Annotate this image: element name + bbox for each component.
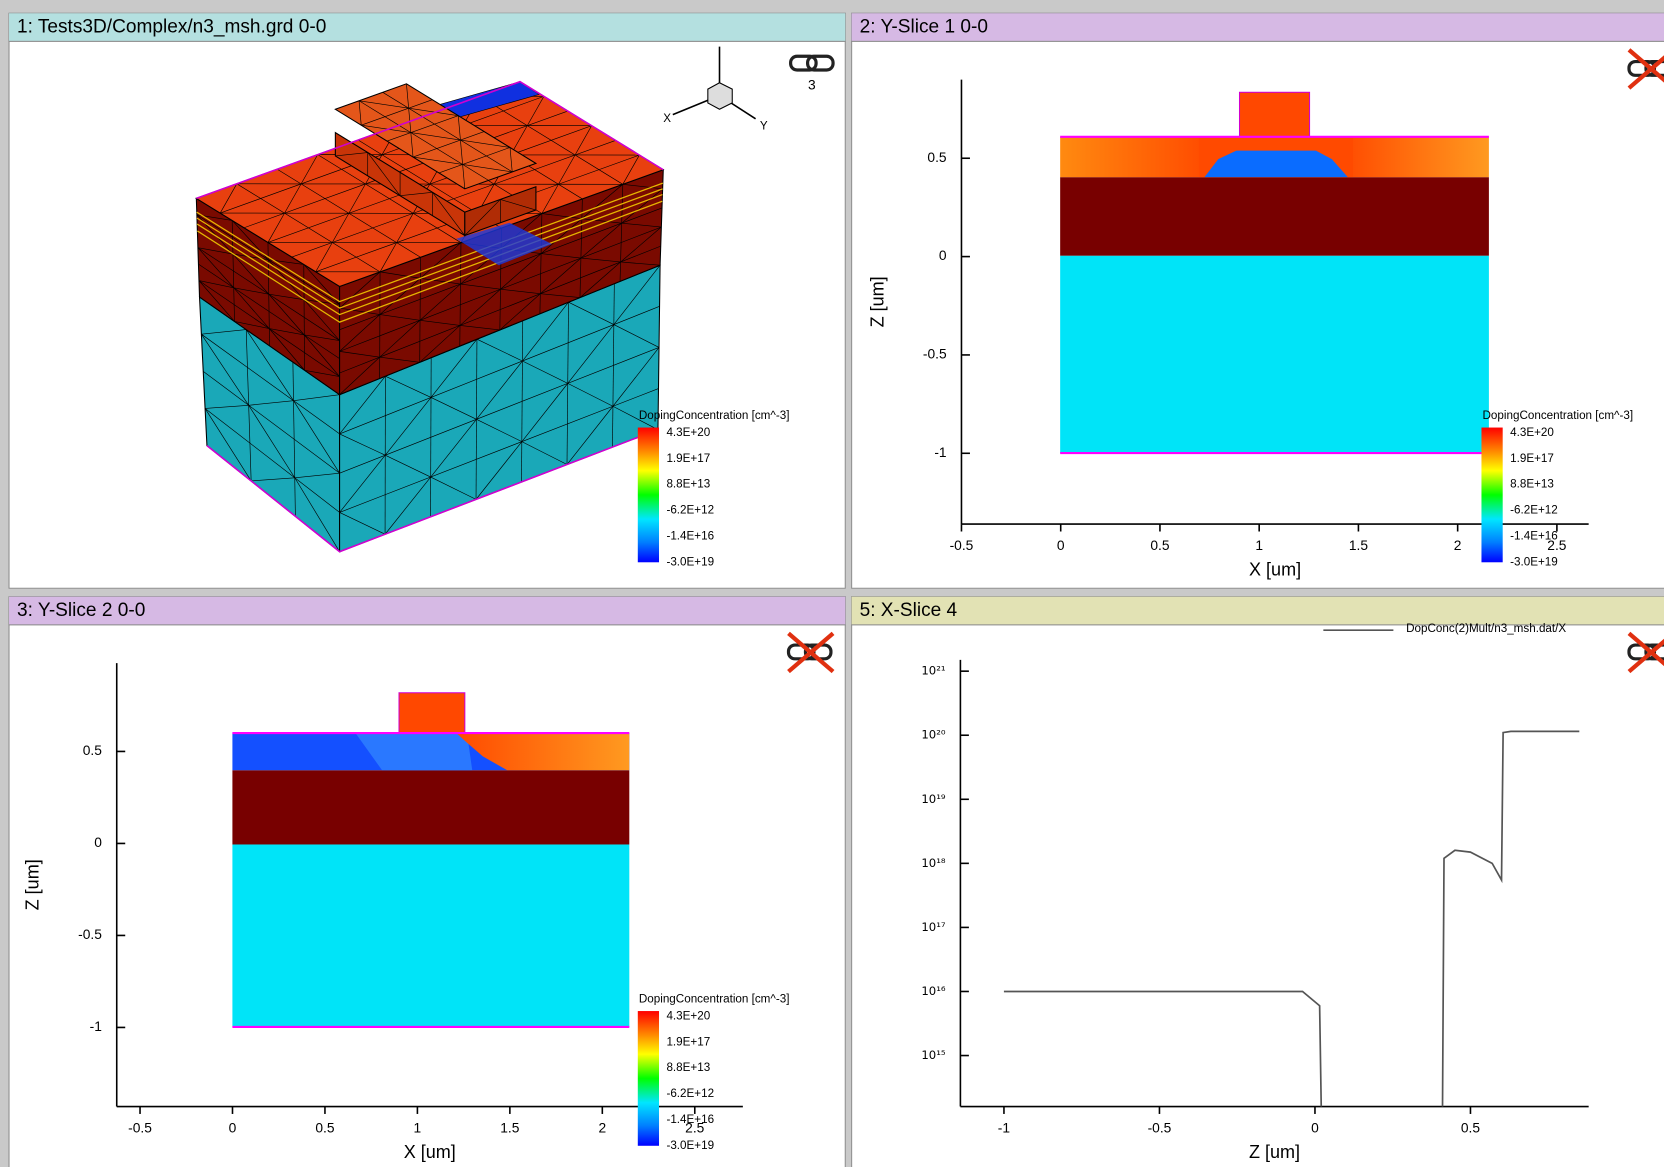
x-tick-label: 1: [1255, 538, 1263, 553]
x-tick-label: 0.5: [1461, 1120, 1480, 1135]
colorbar: [638, 1011, 659, 1146]
x-tick-label: -1: [998, 1120, 1010, 1135]
triad-label: X: [663, 112, 671, 125]
body: { "colorbar": { "title": "DopingConcentr…: [0, 0, 1664, 1167]
colorbar-label: 1.9E+17: [1510, 452, 1554, 465]
panel-title: 3: Y-Slice 2 0-0: [17, 600, 145, 621]
y-tick-label: -0.5: [78, 927, 102, 942]
triad-cube: [708, 83, 732, 110]
x-tick-label: 0.5: [1150, 538, 1169, 553]
panel-title: 2: Y-Slice 1 0-0: [860, 17, 988, 38]
colorbar: [1481, 428, 1502, 563]
y-tick-label: -1: [934, 445, 946, 460]
y-tick-label: 0.5: [83, 743, 102, 758]
x-tick-label: 1.5: [500, 1120, 519, 1135]
y-tick-label: 10¹⁷: [921, 920, 946, 934]
y-tick-label: -1: [90, 1019, 102, 1034]
x-tick-label: -0.5: [950, 538, 974, 553]
x-tick-label: 2: [598, 1120, 606, 1135]
colorbar-label: -1.4E+16: [666, 529, 714, 542]
y-tick-label: 10¹⁵: [921, 1048, 946, 1062]
panel-background: [851, 596, 1664, 1167]
workspace: 1: Tests3D/Complex/n3_msh.grd 0-0 X Y 3 Dopi…: [0, 0, 1664, 1167]
colorbar-title: DopingConcentration [cm^-3]: [1483, 409, 1634, 422]
link-count: 3: [808, 78, 816, 93]
colorbar-label: 4.3E+20: [1510, 426, 1554, 439]
colorbar: [638, 428, 659, 563]
colorbar-label: 1.9E+17: [666, 452, 710, 465]
x-tick-label: 2: [1454, 538, 1462, 553]
colorbar-label: -6.2E+12: [666, 504, 714, 517]
page: Sentaurus Visual html, body { margin: 0;…: [0, 0, 1664, 1167]
colorbar-label: 4.3E+20: [666, 426, 710, 439]
colorbar-label: -6.2E+12: [1510, 504, 1558, 517]
colorbar-title: DopingConcentration [cm^-3]: [639, 409, 790, 422]
colorbar-label: -1.4E+16: [666, 1113, 714, 1126]
colorbar-label: 8.8E+13: [666, 1061, 710, 1074]
colorbar-title: DopingConcentration [cm^-3]: [639, 992, 790, 1005]
x-tick-label: -0.5: [1148, 1120, 1172, 1135]
colorbar-label: 1.9E+17: [666, 1035, 710, 1048]
y-axis-label: Z [um]: [867, 276, 887, 327]
panel-title: 5: X-Slice 4: [860, 600, 958, 621]
y-tick-label: 0.5: [927, 150, 946, 165]
x-axis-label: X [um]: [1249, 560, 1301, 580]
y-tick-label: 10²⁰: [921, 728, 946, 742]
y-tick-label: 0: [94, 835, 102, 850]
colorbar-label: 8.8E+13: [1510, 478, 1554, 491]
x-tick-label: 0: [1311, 1120, 1319, 1135]
colorbar-label: 4.3E+20: [666, 1009, 710, 1022]
colorbar-label: -1.4E+16: [1510, 529, 1558, 542]
colorbar-label: -3.0E+19: [1510, 555, 1558, 568]
y-axis-label: Z [um]: [23, 859, 43, 910]
x-tick-label: -0.5: [128, 1120, 152, 1135]
y-tick-label: 0: [939, 248, 947, 263]
y-tick-label: 10¹⁶: [921, 984, 946, 998]
region: [1342, 137, 1488, 177]
y-tick-label: -0.5: [923, 347, 947, 362]
panel: 2: Y-Slice 1 0-00.50-0.5-1-0.500.511.522…: [851, 13, 1664, 589]
x-tick-label: 1: [414, 1120, 422, 1135]
panel: 5: X-Slice 4 10¹⁵ 10¹⁶ 10¹⁷ 10¹⁸ 10¹⁹ 10²⁰ 10²¹…: [851, 596, 1664, 1167]
region: [1240, 92, 1310, 137]
region: [1060, 137, 1209, 177]
colorbar-label: -6.2E+12: [666, 1087, 714, 1100]
region: [399, 693, 465, 733]
panel: 1: Tests3D/Complex/n3_msh.grd 0-0 X Y 3 Dopi…: [8, 13, 845, 589]
y-tick-label: 10¹⁹: [921, 792, 946, 806]
y-tick-label: 10¹⁸: [921, 856, 946, 870]
colorbar-label: 8.8E+13: [666, 478, 710, 491]
panel-title: 1: Tests3D/Complex/n3_msh.grd 0-0: [17, 17, 326, 38]
region: [232, 844, 629, 1026]
x-tick-label: 0.5: [315, 1120, 334, 1135]
x-tick-label: 1.5: [1349, 538, 1368, 553]
x-tick-label: 0: [1057, 538, 1065, 553]
region: [1060, 256, 1489, 453]
panel: 3: Y-Slice 2 0-00.50-0.5-1-0.500.511.522…: [8, 596, 845, 1167]
region: [1060, 177, 1489, 256]
x-axis-label: X [um]: [404, 1142, 456, 1162]
panel-header[interactable]: [851, 596, 1664, 625]
colorbar-label: -3.0E+19: [666, 555, 714, 568]
x-axis-label: Z [um]: [1249, 1142, 1300, 1162]
colorbar-label: -3.0E+19: [666, 1139, 714, 1152]
legend-label: DopConc(2)Mult/n3_msh.dat/X: [1406, 622, 1566, 635]
x-tick-label: 0: [229, 1120, 237, 1135]
triad-label: Y: [760, 119, 768, 132]
region: [232, 770, 629, 844]
y-tick-label: 10²¹: [921, 664, 946, 678]
